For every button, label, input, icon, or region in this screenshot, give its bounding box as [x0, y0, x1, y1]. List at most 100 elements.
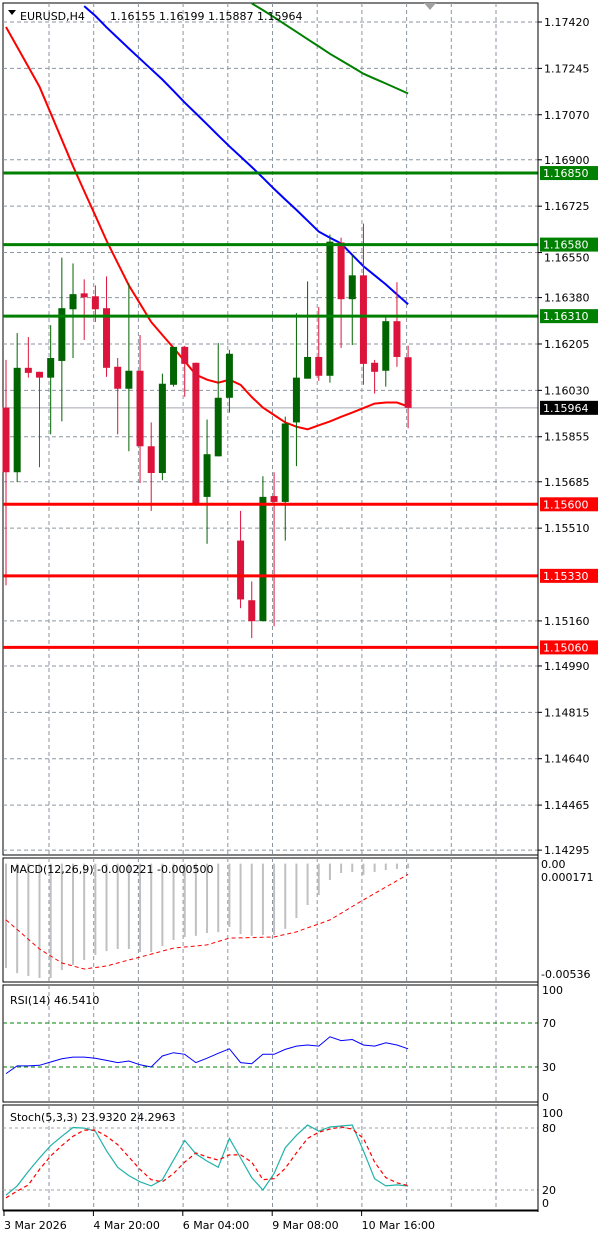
- macd-axis-label: 0.00: [541, 858, 566, 871]
- price-tick-label: 1.14640: [544, 753, 590, 766]
- price-tick-label: 1.17245: [544, 62, 590, 75]
- current-price-label: 1.15964: [543, 402, 589, 415]
- price-tick-label: 1.16725: [544, 200, 590, 213]
- stoch-main-line: [5, 1124, 409, 1196]
- time-axis: 3 Mar 2026 4 Mar 20:00 6 Mar 04:00 9 Mar 08…: [3, 1210, 538, 1232]
- candle-bull: [292, 377, 300, 423]
- rsi-axis-label: 70: [542, 1017, 556, 1030]
- price-tick-label: 1.15855: [544, 431, 590, 444]
- symbol-label: EURUSD,H4: [20, 10, 85, 23]
- current-price-badge: [540, 400, 598, 415]
- moving-average-line: [5, 26, 409, 431]
- candle-bear: [91, 296, 99, 310]
- macd-axis-label: -0.00536: [541, 968, 590, 981]
- price-tick-label: 1.17070: [544, 109, 590, 122]
- price-axis: 1.17420 1.17245 1.17070 1.16900 1.16725 1.165…: [537, 3, 598, 1212]
- ohlc-label: 1.16155 1.16199 1.15887 1.15964: [110, 10, 302, 23]
- rsi-axis-label: 100: [542, 984, 563, 997]
- time-tick-label: 10 Mar 16:00: [362, 1219, 435, 1232]
- level-price-badge: [540, 568, 598, 583]
- stoch-axis-label: 20: [542, 1184, 556, 1197]
- candle-bear: [393, 321, 401, 357]
- level-price-label: 1.15060: [543, 641, 589, 654]
- candle-bear: [103, 308, 111, 368]
- level-price-badge: [540, 309, 598, 324]
- chart-shift-triangle-icon: [424, 3, 436, 10]
- price-tick-label: 1.15510: [544, 522, 590, 535]
- macd-label: MACD(12,26,9) -0.000221 -0.000500: [10, 863, 213, 876]
- price-pane[interactable]: [2, 2, 539, 649]
- grid: [2, 2, 539, 1211]
- price-tick-label: 1.14465: [544, 799, 590, 812]
- candle-bull: [348, 275, 356, 300]
- stoch-axis-label: 0: [542, 1197, 549, 1210]
- level-price-label: 1.16310: [543, 310, 589, 323]
- macd-pane[interactable]: [5, 863, 410, 978]
- candle-bull: [170, 346, 178, 385]
- price-tick-label: 1.16900: [544, 154, 590, 167]
- candle-bear: [147, 446, 155, 474]
- candle-bear: [24, 367, 32, 373]
- price-tick-label: 1.16030: [544, 384, 590, 397]
- candle-bear: [371, 362, 379, 372]
- candle-bear: [237, 540, 245, 600]
- moving-average-line: [83, 5, 409, 305]
- candle-bear: [181, 346, 189, 364]
- candle-bull: [203, 454, 211, 497]
- candle-bull: [382, 321, 390, 371]
- candle-bear: [315, 356, 323, 376]
- candle-bear: [192, 362, 200, 505]
- candle-bear: [2, 407, 10, 473]
- stoch-label: Stoch(5,3,3) 23.9320 24.2963: [10, 1111, 176, 1124]
- time-tick-label: 4 Mar 20:00: [93, 1219, 159, 1232]
- macd-axis-label: 0.000171: [541, 871, 594, 884]
- candle-bear: [248, 600, 256, 622]
- candle-bear: [114, 366, 122, 389]
- candle-bear: [337, 242, 345, 300]
- stoch-axis-label: 80: [542, 1122, 556, 1135]
- price-tick-label: 1.14295: [544, 844, 590, 857]
- candle-bear: [359, 275, 367, 364]
- candle-bull: [47, 358, 55, 378]
- pane-frame: [2, 1104, 539, 1211]
- stoch-axis-label: 100: [542, 1107, 563, 1120]
- candle-bear: [36, 371, 44, 378]
- candle-bear: [136, 370, 144, 447]
- candle-bull: [225, 353, 233, 398]
- level-price-badge: [540, 166, 598, 181]
- candle-bull: [125, 370, 133, 389]
- level-price-label: 1.15330: [543, 570, 589, 583]
- moving-average-line: [251, 2, 409, 95]
- price-tick-label: 1.15160: [544, 615, 590, 628]
- candle-bull: [13, 367, 21, 473]
- dropdown-triangle-icon[interactable]: [8, 10, 16, 15]
- price-tick-label: 1.16205: [544, 338, 590, 351]
- candle-bull: [259, 496, 267, 622]
- chart-header: EURUSD,H4 1.16155 1.16199 1.15887 1.1596…: [8, 10, 302, 23]
- price-tick-label: 1.17420: [544, 16, 590, 29]
- price-tick-label: 1.14815: [544, 706, 590, 719]
- pane-frame: [2, 857, 539, 983]
- candle-bull: [281, 423, 289, 502]
- candle-bull: [58, 308, 66, 361]
- level-price-label: 1.15600: [543, 498, 589, 511]
- rsi-pane[interactable]: [3, 1022, 538, 1075]
- stoch-pane[interactable]: [3, 1124, 538, 1199]
- level-price-badge: [540, 640, 598, 655]
- price-tick-label: 1.16550: [544, 252, 590, 265]
- pane-frame: [2, 984, 539, 1103]
- level-price-badge: [540, 497, 598, 512]
- candle-bear: [80, 293, 88, 298]
- candle-bear: [404, 357, 412, 408]
- level-price-badge: [540, 237, 598, 252]
- time-tick-label: 6 Mar 04:00: [183, 1219, 249, 1232]
- rsi-axis-label: 0: [542, 1091, 549, 1104]
- candle-bull: [326, 241, 334, 376]
- pane-frame: [2, 2, 539, 856]
- time-tick-label: 3 Mar 2026: [4, 1219, 67, 1232]
- macd-signal-line: [5, 873, 409, 970]
- price-tick-label: 1.16380: [544, 292, 590, 305]
- level-price-label: 1.16850: [543, 167, 589, 180]
- rsi-line: [5, 1036, 409, 1075]
